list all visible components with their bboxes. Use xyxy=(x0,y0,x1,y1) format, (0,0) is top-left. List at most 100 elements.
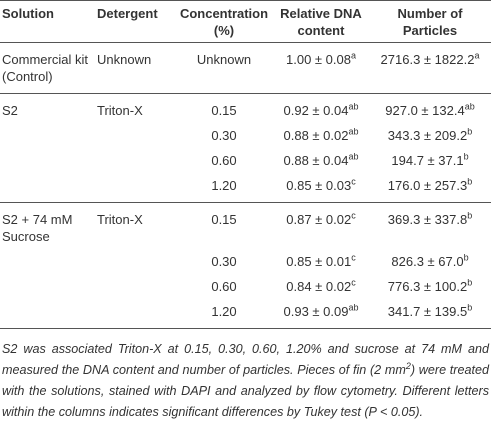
cell: 776.3 ± 100.2b xyxy=(369,274,491,299)
dna-text: 0.87 ± 0.02 xyxy=(286,212,352,227)
cell xyxy=(95,299,175,329)
cell: 0.60 xyxy=(175,274,273,299)
table-row: 0.60 0.84 ± 0.02c 776.3 ± 100.2b xyxy=(0,274,491,299)
dna-text: 0.85 ± 0.01 xyxy=(286,254,352,269)
significance-letter: a xyxy=(474,50,480,61)
cell: Commercial kit (Control) xyxy=(0,43,95,94)
cell: 0.92 ± 0.04ab xyxy=(273,94,369,124)
significance-letter: b xyxy=(467,176,473,187)
significance-letter: a xyxy=(350,50,356,61)
cell: 194.7 ± 37.1b xyxy=(369,148,491,173)
cell: 341.7 ± 139.5b xyxy=(369,299,491,329)
particles-text: 176.0 ± 257.3 xyxy=(387,178,468,193)
table-row: 0.30 0.85 ± 0.01c 826.3 ± 67.0b xyxy=(0,249,491,274)
column-header: Detergent xyxy=(97,6,158,21)
dna-text: 0.93 ± 0.09 xyxy=(283,304,349,319)
significance-letter: ab xyxy=(348,101,359,112)
column-header: Solution xyxy=(2,6,54,21)
solution-text: S2 + 74 mM Sucrose xyxy=(2,212,73,244)
cell: 176.0 ± 257.3b xyxy=(369,173,491,203)
significance-letter: b xyxy=(463,252,469,263)
cell xyxy=(95,123,175,148)
concentration-text: 0.30 xyxy=(211,254,237,269)
cell: Triton-X xyxy=(95,94,175,124)
dna-text: 0.84 ± 0.02 xyxy=(286,279,352,294)
cell: 927.0 ± 132.4ab xyxy=(369,94,491,124)
column-header: Number of Particles xyxy=(397,6,463,38)
table-row: 0.60 0.88 ± 0.04ab 194.7 ± 37.1b xyxy=(0,148,491,173)
cell: 0.84 ± 0.02c xyxy=(273,274,369,299)
particles-text: 369.3 ± 337.8 xyxy=(387,212,468,227)
header-row: Solution Detergent Concentration (%) Relati… xyxy=(0,1,491,43)
cell: 0.87 ± 0.02c xyxy=(273,203,369,250)
particles-text: 343.3 ± 209.2 xyxy=(387,128,468,143)
cell: Unknown xyxy=(95,43,175,94)
particles-text: 341.7 ± 139.5 xyxy=(387,304,468,319)
significance-letter: b xyxy=(467,302,473,313)
cell xyxy=(95,148,175,173)
cell xyxy=(0,148,95,173)
cell xyxy=(95,173,175,203)
cell xyxy=(0,173,95,203)
cell: Unknown xyxy=(175,43,273,94)
significance-letter: b xyxy=(467,126,473,137)
significance-letter: ab xyxy=(464,101,475,112)
significance-letter: c xyxy=(351,210,356,221)
cell: 0.85 ± 0.03c xyxy=(273,173,369,203)
particles-text: 826.3 ± 67.0 xyxy=(391,254,464,269)
detergent-text: Triton-X xyxy=(97,212,143,227)
table-row: S2 + 74 mM Sucrose Triton-X 0.15 0.87 ± 0.0… xyxy=(0,203,491,250)
cell: 0.15 xyxy=(175,203,273,250)
particles-text: 194.7 ± 37.1 xyxy=(391,153,464,168)
cell: 0.85 ± 0.01c xyxy=(273,249,369,274)
dna-text: 1.00 ± 0.08 xyxy=(286,52,351,67)
cell xyxy=(0,123,95,148)
particles-text: 776.3 ± 100.2 xyxy=(387,279,468,294)
cell: 0.88 ± 0.02ab xyxy=(273,123,369,148)
table-row: 0.30 0.88 ± 0.02ab 343.3 ± 209.2b xyxy=(0,123,491,148)
dna-text: 0.88 ± 0.02 xyxy=(283,128,349,143)
footnote-text: S2 was associated Triton-X at 0.15, 0.30… xyxy=(2,342,489,377)
footnote-text: 2 xyxy=(405,360,411,371)
particles-text: 927.0 ± 132.4 xyxy=(385,103,465,118)
table-row: Commercial kit (Control) Unknown Unknown 1.… xyxy=(0,43,491,94)
cell: 826.3 ± 67.0b xyxy=(369,249,491,274)
solution-text: Commercial kit (Control) xyxy=(2,52,88,84)
detergent-text: Triton-X xyxy=(97,103,143,118)
column-header: Relative DNA content xyxy=(280,6,362,38)
table-row: 1.20 0.93 ± 0.09ab 341.7 ± 139.5b xyxy=(0,299,491,329)
dna-text: 0.92 ± 0.04 xyxy=(283,103,349,118)
significance-letter: b xyxy=(467,277,473,288)
row-group: S2 + 74 mM Sucrose Triton-X 0.15 0.87 ± 0.0… xyxy=(0,203,491,329)
column-header: Concentration (%) xyxy=(179,6,269,38)
cell xyxy=(0,274,95,299)
dna-text: 0.85 ± 0.03 xyxy=(286,178,352,193)
cell: 2716.3 ± 1822.2a xyxy=(369,43,491,94)
cell xyxy=(0,249,95,274)
cell: 1.20 xyxy=(175,299,273,329)
significance-letter: b xyxy=(467,210,473,221)
concentration-text: 1.20 xyxy=(211,178,237,193)
significance-letter: ab xyxy=(348,151,359,162)
concentration-text: 0.30 xyxy=(211,128,237,143)
significance-letter: ab xyxy=(348,302,359,313)
dna-text: 0.88 ± 0.04 xyxy=(283,153,349,168)
cell xyxy=(95,249,175,274)
data-table: Solution Detergent Concentration (%) Relati… xyxy=(0,0,491,329)
significance-letter: ab xyxy=(348,126,359,137)
concentration-text: 0.15 xyxy=(211,103,237,118)
row-group: S2 Triton-X 0.15 0.92 ± 0.04ab 927.0 ± 132.4… xyxy=(0,94,491,203)
footnote: S2 was associated Triton-X at 0.15, 0.30… xyxy=(0,329,491,423)
cell xyxy=(95,274,175,299)
table-row: S2 Triton-X 0.15 0.92 ± 0.04ab 927.0 ± 132.4… xyxy=(0,94,491,124)
cell: 1.20 xyxy=(175,173,273,203)
solution-text: S2 xyxy=(2,103,18,118)
significance-letter: c xyxy=(351,176,356,187)
concentration-text: 0.60 xyxy=(211,279,237,294)
cell: S2 + 74 mM Sucrose xyxy=(0,203,95,250)
significance-letter: c xyxy=(351,252,356,263)
cell: S2 xyxy=(0,94,95,124)
cell: 369.3 ± 337.8b xyxy=(369,203,491,250)
cell xyxy=(0,299,95,329)
